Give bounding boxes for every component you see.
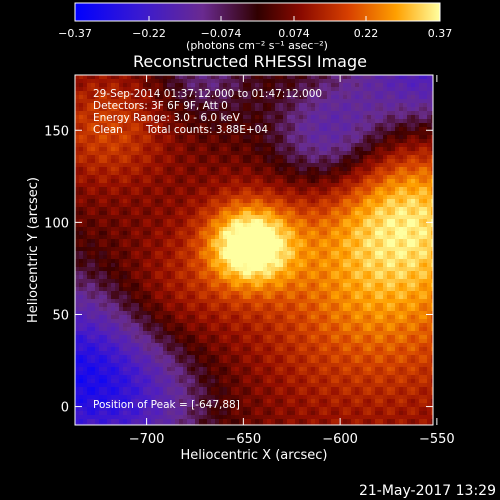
colorbar-tick-label: 0.37 (428, 27, 453, 40)
x-axis-label: Heliocentric X (arcsec) (181, 448, 328, 463)
colorbar-tick-label: 0.22 (354, 27, 379, 40)
annotation-time-range: 29-Sep-2014 01:37:12.000 to 01:47:12.000 (93, 88, 322, 100)
y-tick-label: 0 (61, 401, 69, 416)
x-tick-label: −650 (225, 432, 261, 447)
annotation-peak-position: Position of Peak = [-647,88] (93, 399, 240, 411)
y-tick-label: 50 (52, 308, 69, 323)
chart-title: Reconstructed RHESSI Image (133, 52, 367, 71)
annotation-detectors: Detectors: 3F 6F 9F, Att 0 (93, 100, 228, 112)
x-tick-label: −600 (322, 432, 358, 447)
annotation-total-counts: Total counts: 3.88E+04 (145, 124, 268, 136)
heatmap-image (75, 75, 433, 425)
colorbar-tick-label: 0.074 (278, 27, 310, 40)
axis-ticks: −700 −650 −600 −550 0 50 100 150 (44, 75, 455, 447)
annotation-energy-range: Energy Range: 3.0 - 6.0 keV (93, 112, 241, 124)
y-tick-label: 100 (44, 216, 69, 231)
footer-date: 21-May-2017 13:29 (359, 483, 496, 499)
x-tick-label: −550 (419, 432, 455, 447)
colorbar (74, 2, 441, 22)
y-axis-label: Heliocentric Y (arcsec) (26, 177, 41, 323)
x-tick-label: −700 (129, 432, 165, 447)
colorbar-tick-label: −0.074 (201, 27, 242, 40)
colorbar-tick-label: −0.37 (58, 27, 92, 40)
colorbar-tick-label: −0.22 (132, 27, 166, 40)
colorbar-units-label: (photons cm⁻² s⁻¹ asec⁻²) (186, 39, 328, 52)
annotation-clean: Clean (93, 124, 123, 136)
plot-frame (74, 74, 434, 426)
colorbar-ticks: −0.37 −0.22 −0.074 0.074 0.22 0.37 (58, 16, 452, 40)
y-tick-label: 150 (44, 124, 69, 139)
